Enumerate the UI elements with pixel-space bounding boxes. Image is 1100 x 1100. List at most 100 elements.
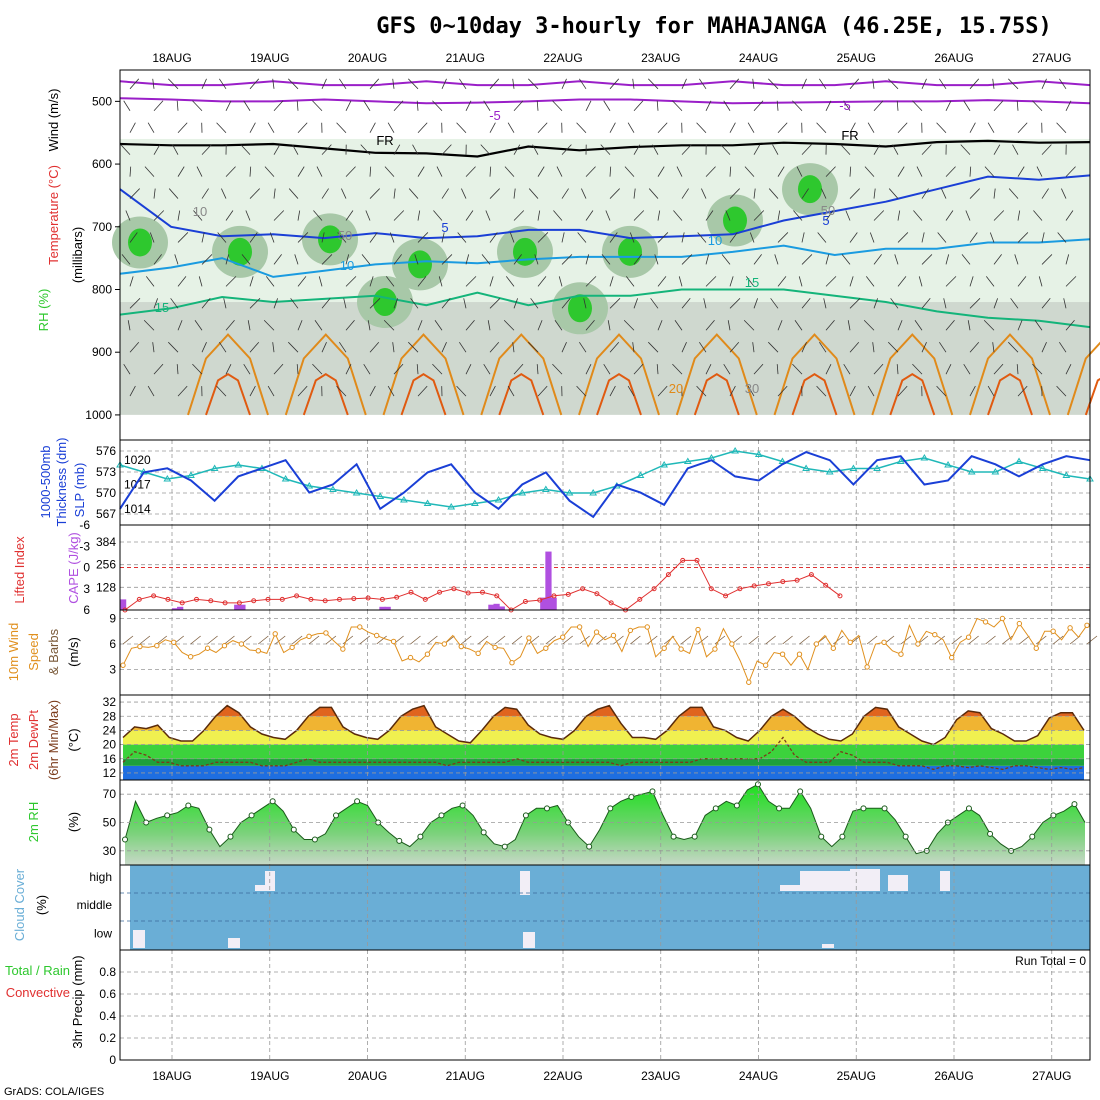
wind-barb: [294, 254, 299, 265]
rh-axis-label: 2m RH: [26, 802, 41, 842]
wind-barb: [129, 188, 140, 199]
wind-barb: [847, 320, 851, 331]
cape-bar: [498, 606, 505, 610]
lifted-index-point: [665, 572, 671, 578]
rh-core: [723, 206, 747, 235]
thickness-point: [234, 461, 243, 468]
temp-tick: 20: [103, 738, 117, 752]
wind-barb: [513, 100, 524, 112]
wind-barb-surface: [274, 635, 286, 645]
wind-barb: [1016, 364, 1019, 375]
li-axis-label: Lifted Index: [12, 536, 27, 604]
wind-barb: [553, 210, 563, 221]
wind-barb-surface: [1002, 635, 1013, 645]
wind-barb: [536, 364, 539, 375]
wind-barb: [873, 210, 885, 221]
wind-barb: [701, 188, 707, 199]
wind-speed-point: [949, 654, 955, 661]
wind-speed-point: [289, 644, 295, 651]
wind-barb: [747, 385, 755, 397]
wind-barb: [345, 276, 357, 287]
wind-barb: [961, 254, 971, 265]
wind-barb: [993, 210, 1005, 221]
wind-barb: [216, 122, 227, 133]
wind-barb: [441, 232, 445, 243]
wind-barb: [1041, 144, 1052, 155]
thickness-point: [802, 464, 810, 471]
wind-panel: 3 6 9 10m Wind Speed & Barbs (m/s): [6, 609, 1098, 696]
wind-barb: [913, 210, 923, 221]
wind-barb: [513, 144, 521, 155]
wind-barb-surface: [968, 635, 979, 645]
wind-barb: [297, 385, 308, 397]
wind-barb: [633, 188, 636, 199]
wind-barb: [821, 188, 827, 199]
rh-point: [522, 812, 529, 819]
wind-barb: [609, 232, 618, 243]
lifted-index-point: [394, 594, 400, 600]
wind-barb: [269, 232, 275, 243]
wind-barb: [825, 363, 832, 375]
wind-barb: [121, 254, 131, 265]
wind-barb: [657, 385, 668, 397]
wind-barb: [897, 320, 903, 331]
wind-barb: [513, 254, 522, 265]
wind-barb: [609, 122, 616, 133]
contour-label: 15: [155, 300, 169, 315]
wind-barb: [723, 100, 731, 111]
wind-barb: [201, 254, 213, 265]
wind-barb: [296, 364, 299, 375]
wind-barb: [297, 210, 301, 221]
thickness-point: [1038, 464, 1047, 471]
rh-point: [881, 805, 888, 812]
contour-label: 20: [669, 381, 683, 396]
wind-barb: [552, 363, 563, 375]
wind-barb: [633, 254, 642, 265]
top-day-label: 23AUG: [641, 51, 680, 65]
dewpt-axis-label: 2m DewPt: [26, 710, 41, 770]
lifted-index-point: [365, 595, 371, 601]
wind-barb: [240, 144, 251, 155]
isotherm-20-arch: [187, 333, 269, 416]
wind-barb: [129, 276, 134, 287]
wind-barb: [1033, 210, 1043, 221]
wind-speed-point: [661, 645, 667, 651]
wind-barb: [369, 276, 374, 287]
rh-point: [586, 843, 593, 850]
wind-barb: [657, 320, 663, 331]
wind-barb: [896, 364, 899, 375]
thickness-point: [470, 499, 479, 506]
wind-barb: [864, 166, 875, 177]
wind-speed-point: [255, 648, 261, 654]
wind-barb-surface: [156, 635, 168, 645]
wind-barb-surface: [1019, 635, 1030, 645]
wind-barb: [537, 320, 543, 331]
wind-barb: [1017, 320, 1023, 331]
wind-barb: [196, 166, 203, 177]
wind-barb: [480, 144, 491, 155]
wind-barb: [225, 100, 232, 111]
thickness-point: [305, 482, 314, 489]
wind-barb: [537, 166, 545, 177]
wind-speed-point: [441, 641, 448, 647]
rh-point: [733, 802, 740, 809]
rh-point: [965, 805, 972, 812]
wind-barb: [729, 122, 736, 133]
wind-barb: [627, 385, 635, 397]
isotherm-20-arch: [284, 333, 367, 416]
wind-barb: [633, 210, 645, 221]
wind-barb: [585, 100, 592, 111]
thickness-axis-label: 1000-500mb: [38, 446, 53, 519]
wind-barb: [436, 166, 443, 177]
wind-barb-surface: [697, 635, 709, 645]
wind-barb: [249, 232, 258, 243]
isotherm-line-upper: [119, 80, 1091, 87]
wind-barb-surface: [647, 635, 658, 645]
wind-barb: [432, 363, 443, 375]
wind-barb: [993, 144, 1001, 155]
wind-barb: [873, 144, 881, 155]
wind-barb: [727, 320, 731, 331]
wind-barb: [777, 210, 781, 221]
wind-barb: [489, 276, 494, 287]
wind-barb: [776, 364, 779, 375]
